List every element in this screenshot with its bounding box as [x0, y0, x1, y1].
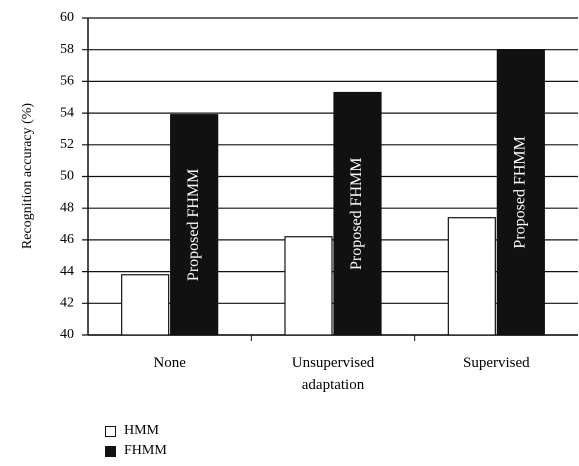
legend-item: HMM: [105, 423, 159, 439]
legend-item: FHMM: [105, 443, 167, 459]
x-tick-label: Supervised: [462, 355, 530, 371]
bar-label: Proposed FHMM: [512, 136, 529, 248]
bar-label: Proposed FHMM: [185, 169, 202, 281]
y-tick-label: 40: [60, 327, 74, 342]
bar: [447, 217, 496, 336]
legend-label: FHMM: [124, 443, 167, 458]
legend-label: HMM: [124, 423, 160, 438]
y-tick-label: 50: [60, 169, 74, 184]
y-tick-label: 56: [60, 74, 74, 89]
bar: [121, 274, 170, 336]
y-tick-label: 54: [60, 105, 74, 120]
y-tick-label: 58: [60, 42, 74, 57]
y-tick-label: 52: [60, 137, 74, 152]
y-tick-label: 46: [60, 232, 74, 247]
x-tick-label: None: [153, 355, 186, 371]
bar: [333, 91, 382, 336]
bar-label: Proposed FHMM: [348, 158, 365, 270]
x-tick-label: Unsupervised adaptation: [291, 355, 375, 393]
bar: [284, 236, 333, 336]
y-tick-label: 42: [60, 296, 74, 311]
y-tick-label: 60: [60, 10, 74, 25]
bar: [496, 49, 545, 336]
bar: [170, 114, 219, 336]
legend-swatch: [105, 425, 116, 437]
y-axis-label: Recognition accuracy (%): [20, 103, 35, 249]
y-tick-label: 48: [60, 200, 74, 215]
legend-swatch: [105, 445, 116, 457]
y-tick-label: 44: [60, 264, 74, 279]
